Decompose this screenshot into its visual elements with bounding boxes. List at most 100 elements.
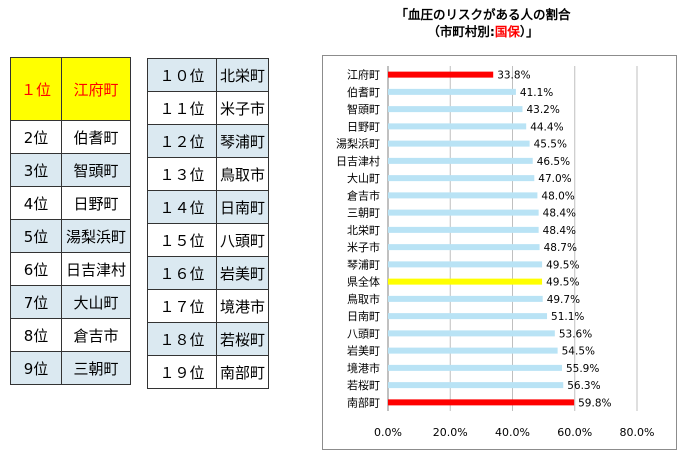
- data-label: 48.4%: [543, 208, 576, 220]
- category-label: 県全体: [347, 275, 380, 289]
- ranking-position: １１位: [147, 91, 217, 125]
- data-label: 47.0%: [538, 173, 571, 185]
- ranking-position: １７位: [147, 289, 217, 323]
- bar: [388, 140, 530, 147]
- chart-title-line2: （市町村別:国保）」: [370, 23, 596, 40]
- ranking-row: 6位 日吉津村: [10, 252, 131, 286]
- bar: [388, 364, 562, 371]
- category-label: 八頭町: [347, 327, 380, 340]
- ranking-municipality: 鳥取市: [216, 157, 269, 191]
- ranking-municipality: 日吉津村: [61, 252, 131, 286]
- ranking-row: １７位 境港市: [147, 289, 269, 323]
- data-label: 49.5%: [546, 259, 579, 271]
- ranking-position: １０位: [147, 58, 217, 92]
- ranking-position: １９位: [147, 355, 217, 389]
- chart-title-highlight: 国保: [494, 24, 520, 39]
- bar: [388, 295, 543, 302]
- category-label: 湯梨浜町: [336, 137, 380, 151]
- ranking-table-left: １位 江府町 2位 伯耆町 3位 智頭町 4位 日野町 5位 湯梨浜町 6位 日吉津村 7位 大山町 8位倉…: [10, 57, 131, 385]
- bar: [388, 382, 564, 389]
- x-tick-label: 80.0%: [620, 426, 655, 439]
- ranking-row: 7位 大山町: [10, 285, 131, 319]
- data-label: 48.0%: [541, 190, 574, 202]
- ranking-position: １８位: [147, 322, 217, 356]
- category-label: 三朝町: [347, 207, 380, 220]
- ranking-municipality: 倉吉市: [61, 318, 131, 352]
- category-label: 大山町: [347, 171, 380, 185]
- ranking-row: １３位 鳥取市: [147, 157, 269, 191]
- ranking-table-right: １０位 北栄町 １１位 米子市 １２位 琴浦町 １３位 鳥取市 １４位 日南町 １５位 八頭町 １６位岩…: [147, 58, 269, 389]
- category-label: 岩美町: [347, 344, 380, 358]
- ranking-position: １５位: [147, 223, 217, 257]
- ranking-municipality: 琴浦町: [216, 124, 269, 158]
- ranking-row: １０位 北栄町: [147, 58, 269, 92]
- category-label: 鳥取市: [347, 292, 380, 306]
- bar: [388, 157, 533, 164]
- ranking-row: 5位 湯梨浜町: [10, 219, 131, 253]
- ranking-municipality: 岩美町: [216, 256, 269, 290]
- x-tick-label: 0.0%: [374, 426, 402, 439]
- ranking-row: １６位 岩美町: [147, 256, 269, 290]
- ranking-row: １８位 若桜町: [147, 322, 269, 356]
- bar: [388, 209, 539, 216]
- chart-title-line1: 「血圧のリスクがある人の割合: [395, 7, 571, 22]
- bar: [388, 347, 558, 354]
- data-label: 43.2%: [526, 104, 559, 116]
- bar: [388, 399, 575, 406]
- category-label: 日南町: [347, 310, 380, 323]
- data-label: 48.7%: [544, 242, 577, 254]
- ranking-row: １９位 南部町: [147, 355, 269, 389]
- data-label: 51.1%: [551, 311, 584, 323]
- ranking-row: 8位 倉吉市: [10, 318, 131, 352]
- ranking-row: 3位 智頭町: [10, 153, 131, 187]
- data-label: 46.5%: [537, 156, 570, 168]
- ranking-row: 2位 伯耆町: [10, 120, 131, 154]
- bar: [388, 88, 516, 95]
- data-label: 53.6%: [559, 328, 592, 340]
- bar: [388, 192, 538, 199]
- data-label: 48.4%: [543, 225, 576, 237]
- ranking-row: 9位 三朝町: [10, 351, 131, 385]
- category-label: 米子市: [347, 240, 380, 254]
- ranking-position: １４位: [147, 190, 217, 224]
- ranking-row: １１位 米子市: [147, 91, 269, 125]
- ranking-row: 4位 日野町: [10, 186, 131, 220]
- category-label: 日吉津村: [336, 154, 380, 168]
- chart-title-prefix: （市町村別:: [427, 24, 495, 39]
- ranking-position: １２位: [147, 124, 217, 158]
- x-tick-label: 40.0%: [495, 426, 530, 439]
- ranking-municipality: 北栄町: [216, 58, 269, 92]
- bar: [388, 330, 555, 337]
- category-label: 南部町: [347, 395, 380, 409]
- data-label: 54.5%: [562, 346, 595, 358]
- category-label: 北栄町: [347, 223, 380, 237]
- x-tick-label: 20.0%: [433, 426, 468, 439]
- category-label: 倉吉市: [347, 188, 380, 202]
- ranking-municipality: 南部町: [216, 355, 269, 389]
- data-label: 56.3%: [567, 380, 600, 392]
- ranking-position: 8位: [10, 318, 62, 352]
- category-label: 若桜町: [347, 378, 380, 392]
- ranking-municipality: 三朝町: [61, 351, 131, 385]
- ranking-position: 6位: [10, 252, 62, 286]
- data-label: 49.7%: [547, 294, 580, 306]
- bar: [388, 244, 540, 251]
- chart-title: 「血圧のリスクがある人の割合 （市町村別:国保）」: [370, 6, 596, 40]
- data-label: 33.8%: [497, 70, 530, 82]
- ranking-position: 4位: [10, 186, 62, 220]
- bar: [388, 175, 535, 182]
- category-label: 江府町: [347, 68, 380, 82]
- x-tick-label: 60.0%: [557, 426, 592, 439]
- category-label: 琴浦町: [347, 258, 380, 271]
- data-label: 45.5%: [534, 139, 567, 151]
- ranking-municipality: 江府町: [61, 57, 131, 121]
- category-label: 伯耆町: [347, 85, 380, 99]
- ranking-municipality: 境港市: [216, 289, 269, 323]
- data-label: 44.4%: [530, 121, 563, 133]
- data-label: 55.9%: [566, 363, 599, 375]
- bar: [388, 226, 539, 233]
- data-label: 59.8%: [578, 397, 611, 409]
- data-label: 49.5%: [546, 277, 579, 289]
- ranking-municipality: 日野町: [61, 186, 131, 220]
